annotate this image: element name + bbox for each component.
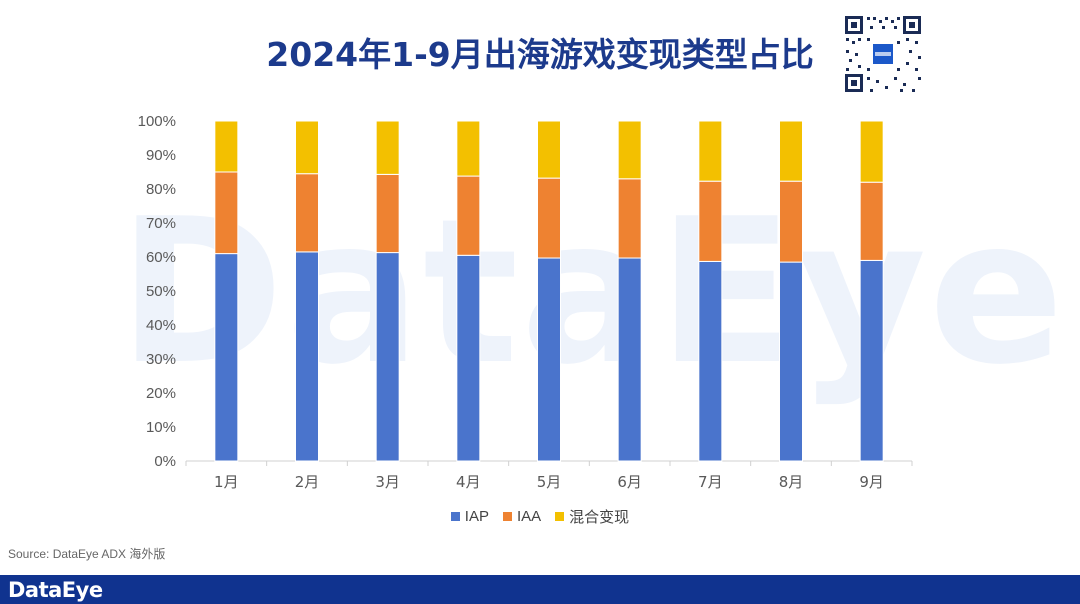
bar-segment-iaa (617, 178, 642, 259)
legend: IAP IAA 混合变现 (0, 506, 1080, 527)
y-tick-label: 20% (146, 385, 176, 402)
qr-code (843, 14, 923, 94)
x-tick-label: 3月 (375, 473, 400, 491)
bar-segment-mixed (214, 120, 239, 173)
brand-logo: DataEye (8, 578, 103, 602)
y-tick-label: 10% (146, 419, 176, 436)
y-tick-label: 0% (154, 453, 176, 470)
x-tick-label: 2月 (295, 473, 320, 491)
y-tick-label: 80% (146, 181, 176, 198)
bar-segment-mixed (617, 120, 642, 180)
legend-item-mixed: 混合变现 (555, 506, 629, 527)
bar-segment-iap (456, 254, 481, 462)
y-tick-label: 70% (146, 215, 176, 232)
legend-swatch-iaa (502, 512, 512, 521)
y-tick-label: 60% (146, 249, 176, 266)
bar-segment-iap (214, 253, 239, 462)
bar-segment-mixed (456, 120, 481, 177)
bar-segment-iaa (779, 180, 803, 263)
x-tick-label: 8月 (779, 473, 804, 491)
bar-segment-iaa (537, 177, 561, 259)
bar-segment-mixed (859, 120, 884, 183)
y-tick-label: 40% (146, 317, 176, 334)
x-tick-label: 4月 (456, 473, 481, 491)
bar-segment-iaa (859, 181, 884, 261)
x-tick-label: 6月 (617, 473, 642, 491)
x-tick-label: 1月 (214, 473, 239, 491)
bar-segment-iaa (375, 173, 400, 254)
source-note: Source: DataEye ADX 海外版 (8, 547, 166, 561)
bar-segment-mixed (537, 120, 561, 179)
bar-segment-iap (375, 252, 400, 462)
footer-bar: DataEye (0, 575, 1080, 604)
bar-segment-mixed (295, 120, 319, 175)
bar-segment-iaa (698, 180, 723, 262)
watermark: DataEye (118, 176, 1067, 409)
legend-swatch-iap (450, 512, 460, 521)
y-tick-label: 30% (146, 351, 176, 368)
bar-segment-iap (859, 259, 884, 462)
bar-segment-iaa (456, 175, 481, 256)
bar-segment-iaa (214, 171, 239, 255)
y-tick-label: 50% (146, 283, 176, 300)
bar-segment-mixed (375, 120, 400, 175)
legend-label-iaa: IAA (516, 508, 542, 525)
legend-label-iap: IAP (464, 508, 489, 525)
bar-segment-iap (617, 257, 642, 462)
bar-segment-mixed (698, 120, 723, 182)
bar-segment-iap (698, 260, 723, 462)
bar-segment-iap (779, 261, 803, 462)
bar-segment-iap (537, 257, 561, 462)
bar-segment-iap (295, 251, 319, 462)
x-tick-label: 9月 (859, 473, 884, 491)
legend-label-mixed: 混合变现 (569, 509, 630, 526)
legend-swatch-mixed (555, 512, 565, 521)
legend-item-iap: IAP (450, 506, 489, 527)
bar-segment-mixed (779, 120, 803, 182)
y-tick-label: 100% (138, 113, 176, 130)
legend-item-iaa: IAA (502, 506, 542, 527)
chart-title: 2024年1-9月出海游戏变现类型占比 (266, 35, 814, 74)
bar-segment-iaa (295, 173, 319, 253)
x-tick-label: 5月 (537, 473, 562, 491)
y-tick-label: 90% (146, 147, 176, 164)
x-tick-label: 7月 (698, 473, 723, 491)
